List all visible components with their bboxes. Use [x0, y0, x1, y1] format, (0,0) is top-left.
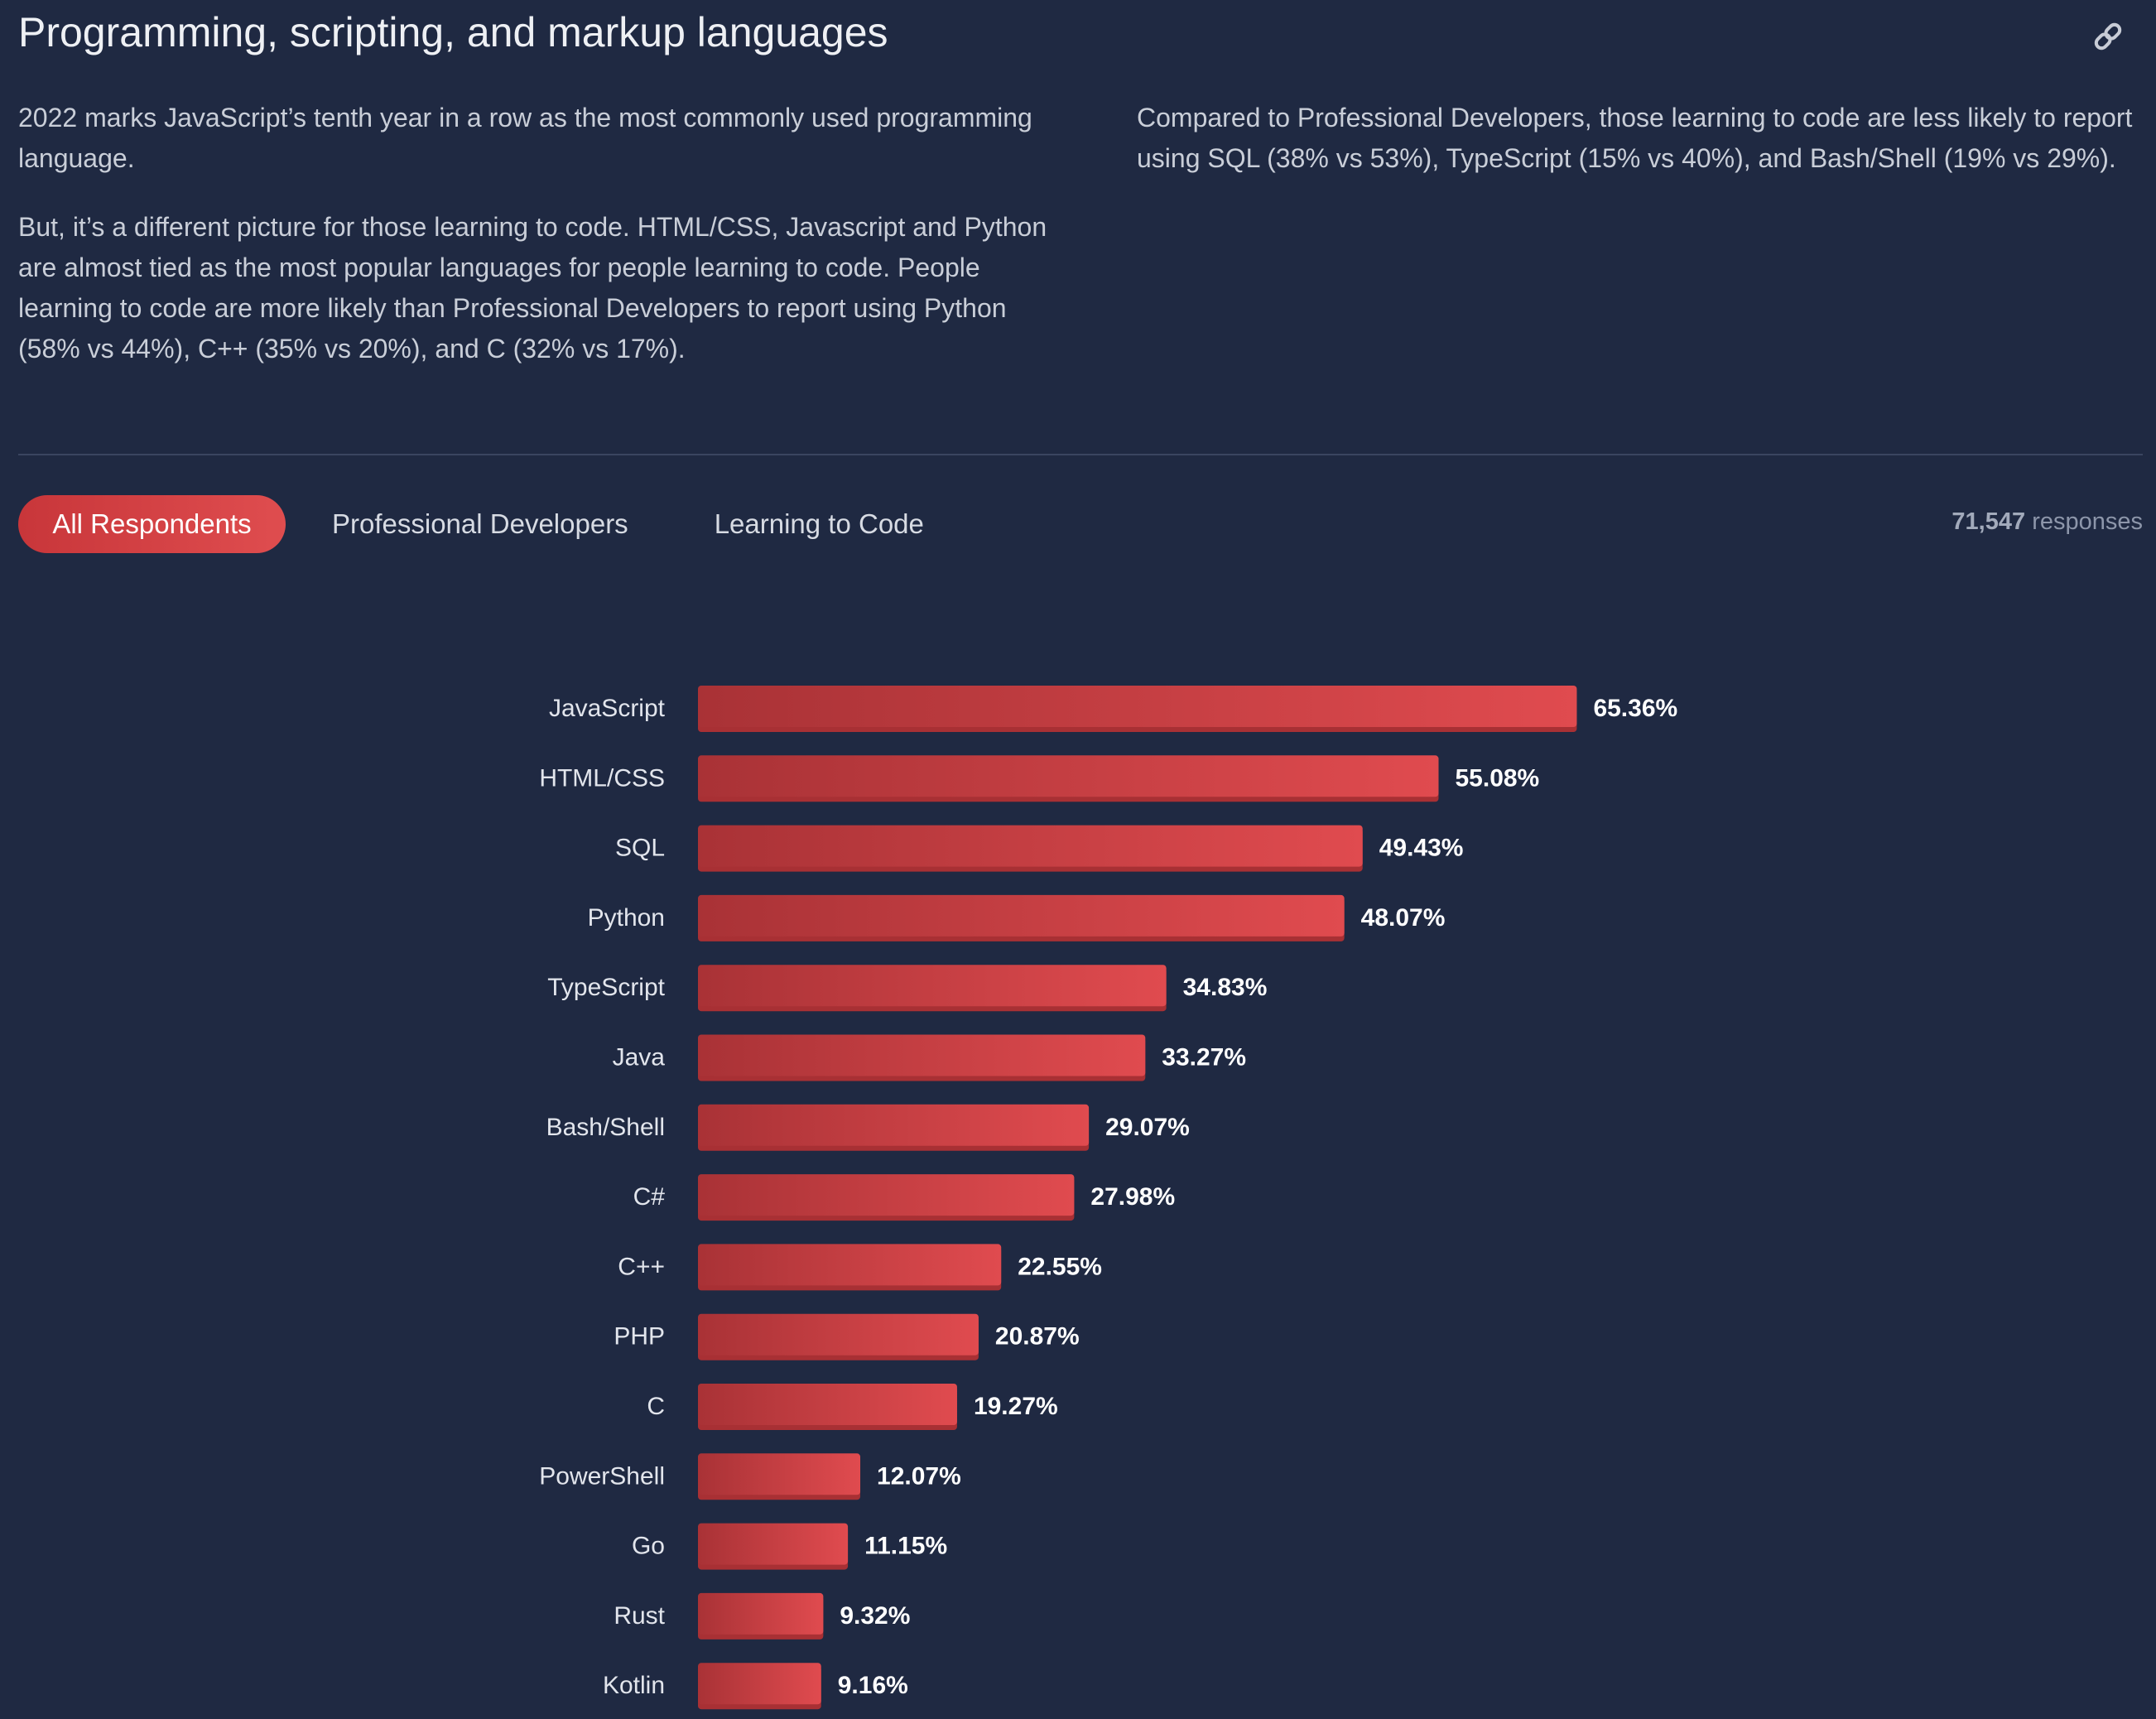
category-label-kotlin: Kotlin [603, 1672, 665, 1699]
value-label-sql: 49.43% [1379, 835, 1464, 862]
intro-paragraph: 2022 marks JavaScript’s tenth year in a … [18, 103, 1032, 173]
category-label-bash-shell: Bash/Shell [546, 1114, 665, 1141]
bar-kotlin[interactable] [698, 1663, 821, 1705]
value-label-html-css: 55.08% [1455, 764, 1539, 792]
responses-number: 71,547 [1951, 508, 2026, 535]
value-label-c: 19.27% [974, 1393, 1058, 1420]
bar-python[interactable] [698, 894, 1345, 937]
intro-right-column: Compared to Professional Developers, tho… [1137, 98, 2143, 207]
category-label-c: C++ [618, 1253, 665, 1280]
value-label-go: 11.15% [864, 1533, 947, 1560]
value-label-bash-shell: 29.07% [1105, 1114, 1190, 1141]
category-label-javascript: JavaScript [549, 695, 666, 722]
category-label-python: Python [588, 904, 665, 932]
respondent-tabs: All Respondents Professional Developers … [18, 495, 924, 553]
bar-javascript[interactable] [698, 686, 1577, 727]
bar-html-css[interactable] [698, 755, 1439, 797]
page-title: Programming, scripting, and markup langu… [18, 9, 888, 55]
value-label-c: 22.55% [1018, 1253, 1102, 1280]
tab-professional-developers[interactable]: Professional Developers [332, 508, 628, 539]
category-label-go: Go [632, 1533, 665, 1560]
category-label-java: Java [613, 1044, 666, 1071]
intro-paragraph: But, it’s a different picture for those … [18, 212, 1047, 364]
value-label-python: 48.07% [1361, 904, 1446, 932]
intro-left-column: 2022 marks JavaScript’s tenth year in a … [18, 98, 1053, 397]
value-label-php: 20.87% [995, 1323, 1080, 1351]
link-icon[interactable] [2090, 18, 2126, 55]
responses-count: 71,547 responses [1951, 508, 2143, 536]
category-label-powershell: PowerShell [539, 1462, 665, 1490]
bar-rust[interactable] [698, 1592, 824, 1635]
value-label-java: 33.27% [1162, 1044, 1246, 1071]
bar-c[interactable] [698, 1384, 957, 1425]
value-label-javascript: 65.36% [1593, 695, 1677, 722]
bar-java[interactable] [698, 1034, 1146, 1076]
value-label-powershell: 12.07% [877, 1462, 961, 1490]
value-label-typescript: 34.83% [1183, 974, 1268, 1001]
category-label-c: C# [633, 1183, 666, 1211]
tab-all-respondents[interactable]: All Respondents [18, 495, 286, 553]
category-label-php: PHP [614, 1323, 665, 1351]
value-label-rust: 9.32% [840, 1602, 910, 1630]
tab-learning-to-code[interactable]: Learning to Code [714, 508, 924, 539]
bar-powershell[interactable] [698, 1453, 861, 1495]
bar-chart: JavaScript 65.36% HTML/CSS 55.08% SQL 49.43% P… [539, 686, 1677, 1710]
category-label-typescript: TypeScript [547, 974, 665, 1001]
category-label-html-css: HTML/CSS [539, 764, 665, 792]
bar-c[interactable] [698, 1174, 1075, 1216]
bar-sql[interactable] [698, 825, 1363, 867]
category-label-sql: SQL [615, 835, 665, 862]
section-divider [18, 454, 2143, 455]
bar-go[interactable] [698, 1523, 849, 1565]
intro-paragraph: Compared to Professional Developers, tho… [1137, 103, 2133, 173]
bar-typescript[interactable] [698, 965, 1167, 1007]
category-label-rust: Rust [614, 1602, 665, 1630]
bar-php[interactable] [698, 1313, 979, 1355]
responses-label: responses [2032, 508, 2143, 535]
value-label-c: 27.98% [1090, 1183, 1175, 1211]
bar-c[interactable] [698, 1244, 1002, 1286]
value-label-kotlin: 9.16% [838, 1672, 908, 1699]
category-label-c: C [647, 1393, 665, 1420]
bar-bash-shell[interactable] [698, 1104, 1090, 1146]
